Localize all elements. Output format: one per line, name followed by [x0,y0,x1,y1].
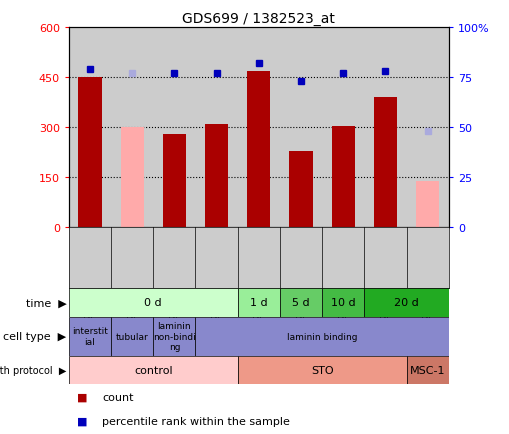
Bar [69,317,111,356]
Bar [331,126,354,228]
Bar [237,289,279,317]
Bar [279,28,322,228]
Title: GDS699 / 1382523_at: GDS699 / 1382523_at [182,12,334,26]
Bar [247,72,270,228]
Bar [69,356,237,384]
Text: tubular: tubular [116,332,148,341]
Text: time  ▶: time ▶ [25,298,66,308]
Bar [322,289,363,317]
Bar [162,135,186,228]
Text: 0 d: 0 d [144,298,162,308]
Bar [279,228,322,289]
Text: 20 d: 20 d [393,298,418,308]
Bar [289,151,312,228]
Bar [322,228,363,289]
Bar [195,228,237,289]
Bar [279,289,322,317]
Bar [205,125,228,228]
Bar [111,228,153,289]
Bar [406,356,448,384]
Text: percentile rank within the sample: percentile rank within the sample [102,416,289,426]
Text: 1 d: 1 d [249,298,267,308]
Bar [406,28,448,228]
Bar [111,317,153,356]
Text: ■: ■ [76,416,87,426]
Bar [406,228,448,289]
Bar [237,356,406,384]
Bar [322,28,363,228]
Text: interstit
ial: interstit ial [72,327,108,346]
Bar [237,228,279,289]
Text: control: control [134,365,172,375]
Bar [69,289,237,317]
Bar [78,78,101,228]
Bar [373,98,397,228]
Text: STO: STO [310,365,333,375]
Bar [111,28,153,228]
Text: cell type  ▶: cell type ▶ [3,332,66,341]
Text: growth protocol  ▶: growth protocol ▶ [0,365,66,375]
Bar [120,128,144,228]
Bar [69,228,111,289]
Text: 5 d: 5 d [292,298,309,308]
Bar [237,28,279,228]
Bar [363,28,406,228]
Bar [415,181,438,228]
Text: ■: ■ [76,392,87,402]
Bar [153,228,195,289]
Bar [153,28,195,228]
Text: MSC-1: MSC-1 [409,365,444,375]
Bar [195,28,237,228]
Text: 10 d: 10 d [330,298,355,308]
Bar [195,317,448,356]
Text: laminin binding: laminin binding [287,332,357,341]
Bar [363,289,448,317]
Text: laminin
non-bindi
ng: laminin non-bindi ng [153,322,195,351]
Bar [69,28,111,228]
Bar [363,228,406,289]
Text: count: count [102,392,133,402]
Bar [153,317,195,356]
